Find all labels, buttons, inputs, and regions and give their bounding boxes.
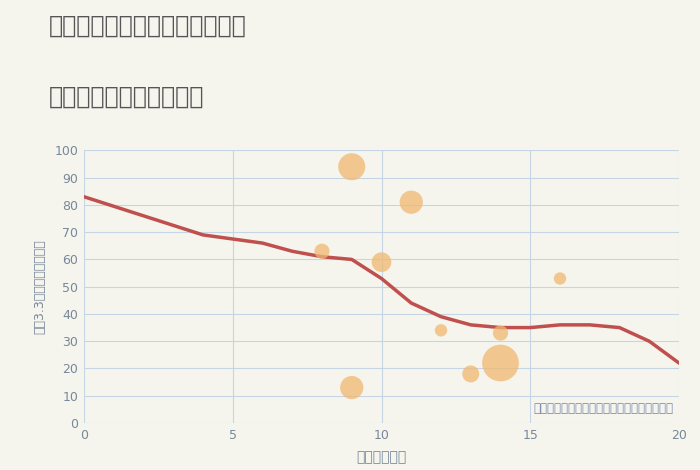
Point (346, 163, 357, 171)
Point (435, 327, 447, 334)
Text: 駅距離別中古戸建て価格: 駅距離別中古戸建て価格 (49, 85, 204, 109)
Text: 円の大きさは、取引のあった物件面積を示す: 円の大きさは、取引のあった物件面積を示す (533, 402, 673, 415)
Point (495, 359, 506, 367)
Point (495, 329, 506, 337)
Point (465, 370, 476, 378)
Point (376, 258, 387, 266)
Point (406, 198, 417, 206)
Point (554, 275, 566, 282)
Text: 兵庫県姫路市大津区恵美酒町の: 兵庫県姫路市大津区恵美酒町の (49, 14, 246, 38)
Point (346, 384, 357, 392)
Y-axis label: 坪（3.3㎡）単価（万円）: 坪（3.3㎡）単価（万円） (33, 239, 46, 334)
X-axis label: 駅距離（分）: 駅距離（分） (356, 450, 407, 464)
Point (316, 248, 328, 255)
